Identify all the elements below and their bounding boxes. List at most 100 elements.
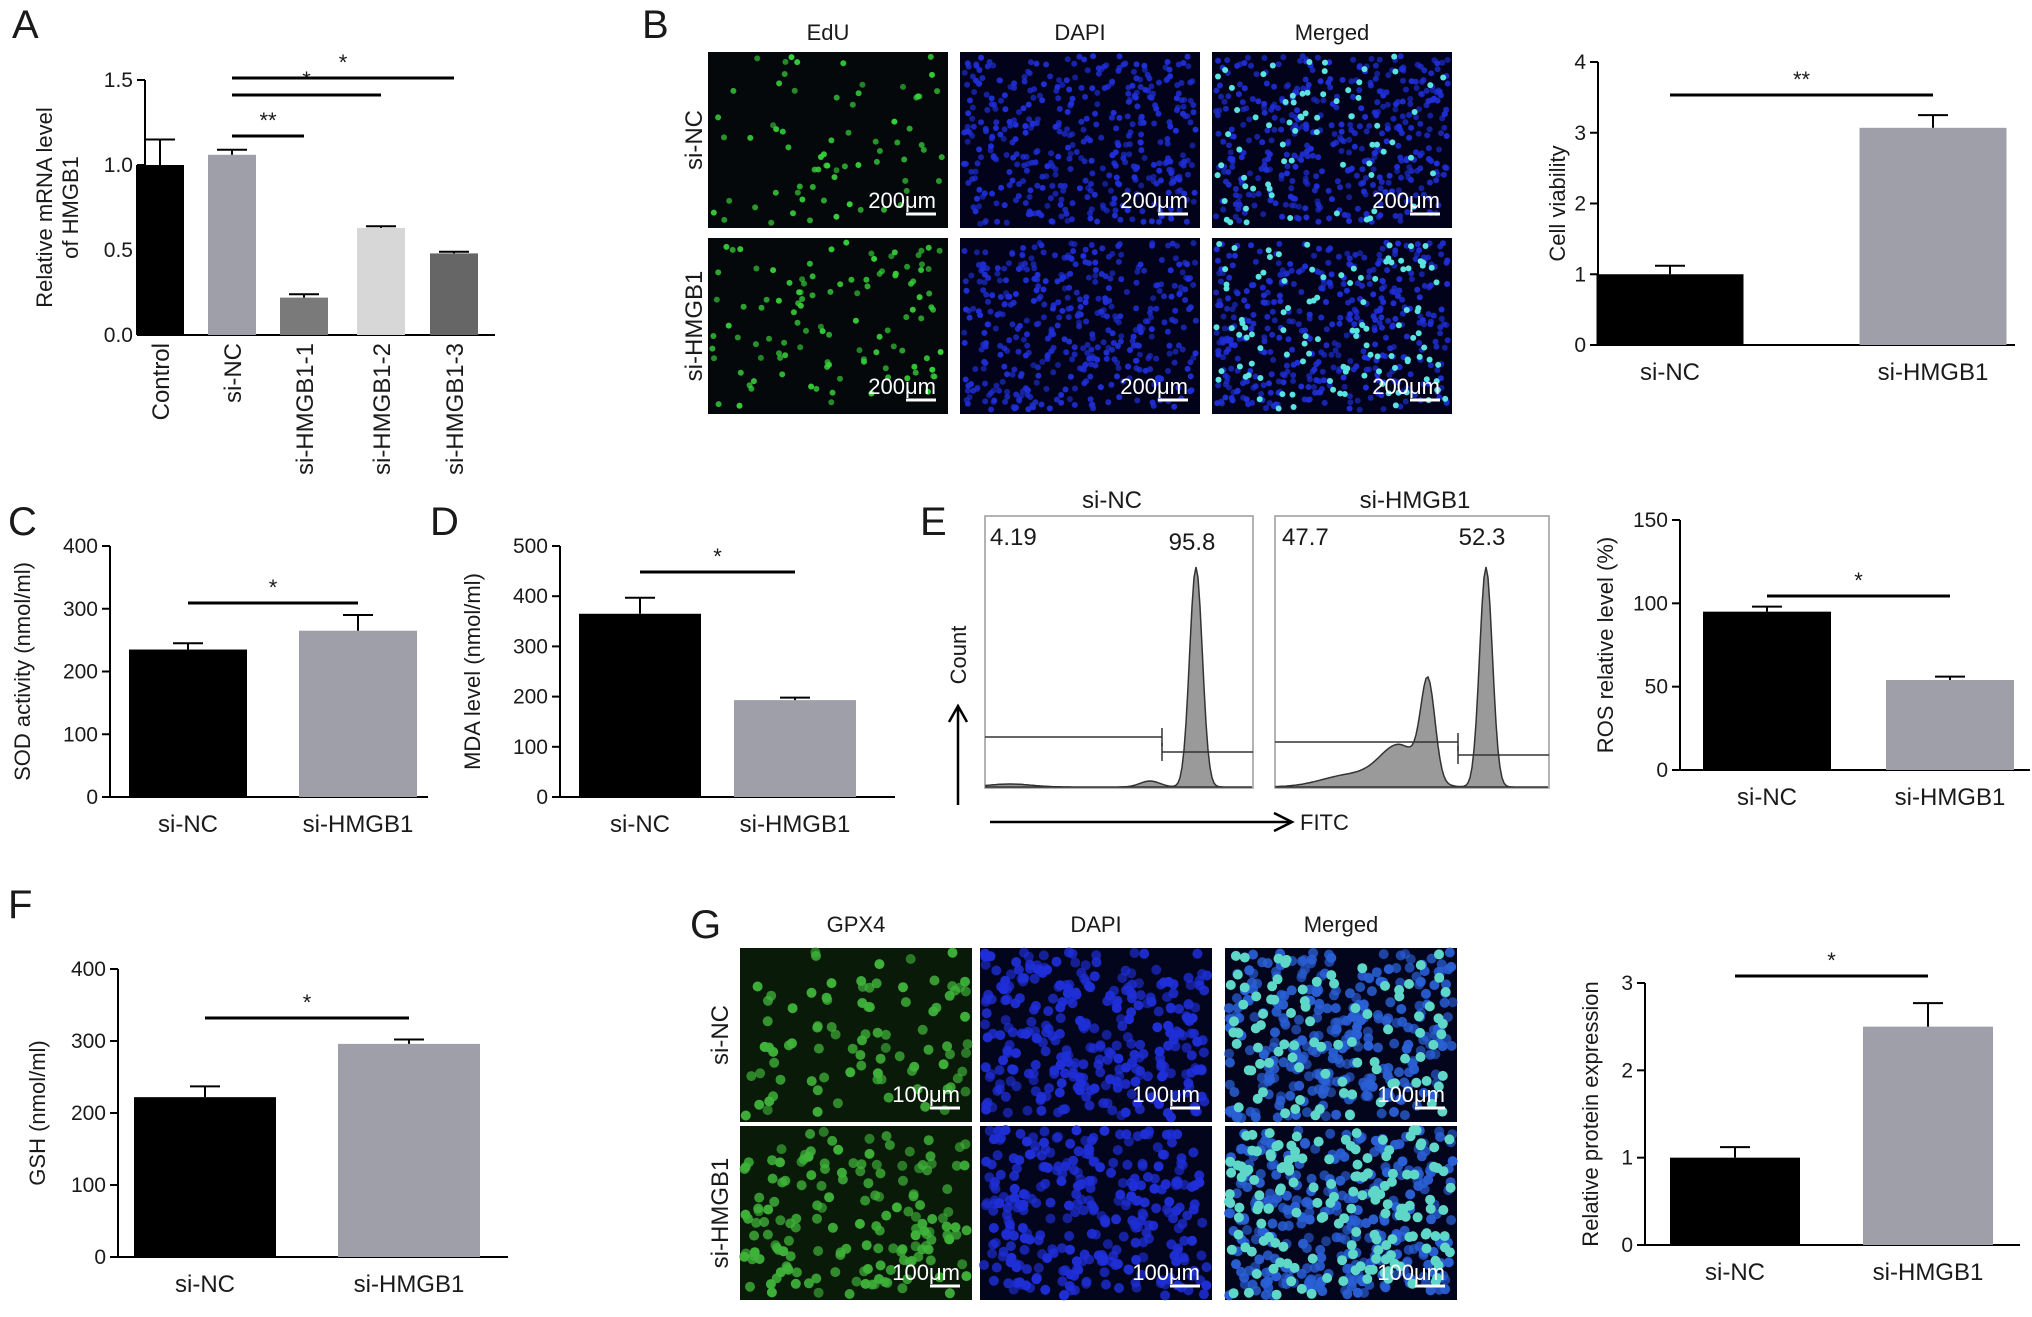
cell-dot	[796, 289, 803, 296]
cell-dot	[984, 1072, 995, 1082]
cell-dot	[944, 1234, 955, 1245]
cell-dot	[1313, 183, 1320, 190]
cell-dot	[980, 959, 991, 970]
column-title-merged: Merged	[1304, 912, 1379, 937]
cell-dot-merged	[1272, 974, 1283, 985]
cell-dot	[1302, 1107, 1312, 1118]
y-tick-label: 0	[536, 786, 548, 809]
cell-dot	[984, 265, 990, 272]
cell-dot	[864, 283, 871, 290]
gate-right-si-nc	[1161, 743, 1253, 761]
cell-dot	[797, 344, 804, 351]
cell-dot	[986, 1159, 997, 1170]
cell-dot	[981, 279, 988, 286]
cell-dot	[1186, 306, 1192, 313]
cell-dot	[996, 310, 1003, 317]
cell-dot	[1328, 122, 1335, 129]
cell-dot	[1190, 281, 1197, 288]
significance-label: *	[713, 544, 722, 569]
cell-dot	[1224, 1048, 1234, 1059]
cell-dot	[859, 81, 866, 88]
cell-dot	[1089, 170, 1096, 177]
image-background	[708, 52, 948, 228]
cell-dot	[1314, 1084, 1324, 1095]
cell-dot	[1058, 213, 1065, 220]
cell-dot	[1158, 375, 1165, 382]
image-tile-si-hmgb1-merged: 100μm	[1224, 1125, 1458, 1301]
cell-dot	[1073, 149, 1080, 155]
cell-dot	[1354, 205, 1361, 212]
cell-dot	[970, 123, 977, 130]
cell-dot	[1370, 291, 1377, 298]
cell-dot	[1044, 356, 1051, 362]
cell-dot	[1033, 1262, 1044, 1273]
cell-dot	[1033, 60, 1040, 67]
cell-dot	[1108, 187, 1114, 194]
cell-dot-merged	[1380, 1208, 1391, 1219]
cell-dot	[972, 168, 979, 175]
cell-dot	[1185, 63, 1192, 70]
cell-dot-merged	[1411, 1077, 1422, 1088]
cell-dot	[1232, 213, 1239, 220]
cell-dot	[1314, 998, 1325, 1009]
cell-dot-merged	[1231, 1038, 1242, 1049]
cell-dot	[1002, 994, 1013, 1005]
cell-dot	[1302, 205, 1309, 212]
cell-dot-merged	[1356, 79, 1363, 86]
cell-dot	[1352, 251, 1359, 258]
cell-dot	[749, 1230, 760, 1241]
cell-dot-merged	[1260, 71, 1267, 78]
cell-dot	[1081, 366, 1088, 373]
cell-dot	[1279, 990, 1290, 1001]
row-label-si-nc: si-NC	[681, 110, 708, 170]
cell-dot	[1414, 241, 1421, 248]
cell-dot	[1329, 990, 1339, 1001]
cell-dot	[1134, 164, 1141, 171]
cell-dot-merged	[1438, 1205, 1449, 1215]
cell-dot	[1065, 252, 1072, 259]
cell-dot	[811, 1273, 822, 1284]
cell-dot-merged	[1313, 129, 1320, 136]
cell-dot	[1052, 171, 1059, 178]
cell-dot	[1189, 142, 1196, 149]
cell-dot	[1052, 1165, 1062, 1176]
cell-dot	[1084, 67, 1091, 74]
cell-dot	[1117, 972, 1128, 983]
cell-dot	[1148, 83, 1155, 90]
cell-dot-merged	[1372, 275, 1379, 282]
cell-dot	[1029, 973, 1040, 984]
cell-dot	[1167, 267, 1174, 274]
cell-dot	[812, 1213, 822, 1224]
cell-dot	[945, 1082, 956, 1093]
cell-dot	[1037, 293, 1044, 300]
scale-bar-label: 100μm	[1377, 1082, 1445, 1107]
cell-dot	[1059, 1289, 1070, 1300]
cell-dot	[1004, 981, 1015, 992]
cell-dot	[1444, 80, 1451, 87]
cell-dot	[873, 158, 880, 165]
cell-dot	[1384, 125, 1391, 132]
cell-dot	[1063, 273, 1070, 280]
cell-dot	[1068, 216, 1075, 223]
cell-dot	[1411, 392, 1418, 398]
cell-dot-merged	[1341, 391, 1348, 397]
cell-dot	[1051, 956, 1062, 967]
cell-dot	[1076, 185, 1083, 192]
cell-dot	[1062, 1213, 1073, 1224]
cell-dot	[1290, 378, 1297, 384]
cell-dot-merged	[1282, 99, 1289, 105]
cell-dot	[1305, 81, 1312, 88]
cell-dot	[978, 154, 984, 161]
cell-dot-merged	[1414, 308, 1421, 315]
cell-dot	[1133, 1000, 1144, 1011]
cell-dot	[1215, 57, 1222, 64]
cell-dot	[880, 1042, 891, 1053]
cell-dot-merged	[1385, 390, 1392, 397]
cell-dot	[1044, 1083, 1054, 1094]
cell-dot	[1070, 957, 1081, 968]
cell-dot-merged	[1218, 162, 1225, 169]
cell-dot	[1148, 326, 1155, 333]
cell-dot	[1134, 268, 1141, 275]
cell-dot	[1215, 257, 1221, 264]
